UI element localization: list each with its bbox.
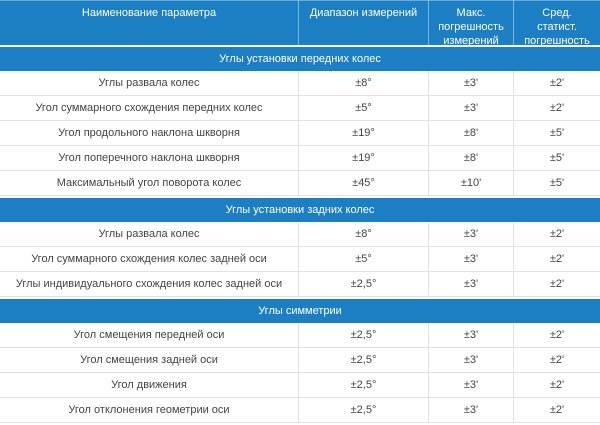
- cell-avg-error: ±2': [513, 272, 600, 296]
- cell-avg-error: ±2': [513, 373, 600, 397]
- cell-range: ±2,5°: [298, 373, 428, 397]
- cell-range: ±2,5°: [298, 348, 428, 372]
- cell-parameter: Углы индивидуального схождения колес зад…: [15, 278, 283, 290]
- cell-avg-error: ±2': [513, 96, 600, 120]
- cell-parameter: Углы развала колес: [98, 228, 200, 240]
- cell-parameter: Угол смещения передней оси: [73, 329, 225, 341]
- cell-max-error: ±8': [428, 121, 513, 145]
- cell-max-error: ±3': [428, 323, 513, 347]
- cell-parameter: Угол смещения задней оси: [80, 354, 218, 366]
- section-header: Углы установки задних колес: [0, 198, 600, 222]
- cell-parameter: Угол движения: [111, 379, 187, 391]
- table-row: Угол смещения задней оси ±2,5° ±3' ±2': [0, 348, 600, 373]
- table-row: Углы развала колес ±8° ±3' ±2': [0, 71, 600, 96]
- column-header-parameter: Наименование параметра: [81, 7, 217, 19]
- cell-parameter: Угол продольного наклона шкворня: [58, 127, 240, 139]
- table-row: Угол продольного наклона шкворня ±19° ±8' ±…: [0, 121, 600, 146]
- cell-avg-error: ±5': [513, 146, 600, 170]
- cell-max-error: ±8': [428, 146, 513, 170]
- cell-max-error: ±10': [428, 171, 513, 195]
- table-row: Угол движения ±2,5° ±3' ±2': [0, 373, 600, 398]
- cell-max-error: ±3': [428, 348, 513, 372]
- cell-range: ±45°: [298, 171, 428, 195]
- cell-range: ±8°: [298, 71, 428, 95]
- table-row: Максимальный угол поворота колес ±45° ±10'…: [0, 171, 600, 196]
- table-row: Углы развала колес ±8° ±3' ±2': [0, 222, 600, 247]
- table-row: Угол суммарного схождения колес задней о…: [0, 247, 600, 272]
- cell-avg-error: ±2': [513, 323, 600, 347]
- cell-range: ±8°: [298, 222, 428, 246]
- cell-range: ±2,5°: [298, 272, 428, 296]
- cell-parameter: Угол суммарного схождения колес задней о…: [31, 253, 267, 265]
- cell-avg-error: ±5': [513, 171, 600, 195]
- cell-avg-error: ±5': [513, 121, 600, 145]
- cell-max-error: ±3': [428, 222, 513, 246]
- cell-range: ±2,5°: [298, 398, 428, 422]
- cell-parameter: Углы развала колес: [98, 77, 200, 89]
- column-header-measurement-range: Диапазон измерений: [298, 0, 428, 45]
- cell-parameter: Максимальный угол поворота колес: [56, 177, 242, 189]
- table-row: Углы индивидуального схождения колес зад…: [0, 272, 600, 297]
- cell-avg-error: ±2': [513, 71, 600, 95]
- cell-max-error: ±3': [428, 272, 513, 296]
- table-row: Угол отклонения геометрии оси ±2,5° ±3' ±2': [0, 398, 600, 423]
- cell-parameter: Угол отклонения геометрии оси: [68, 404, 230, 416]
- cell-max-error: ±3': [428, 398, 513, 422]
- cell-avg-error: ±2': [513, 247, 600, 271]
- cell-range: ±5°: [298, 96, 428, 120]
- cell-range: ±19°: [298, 121, 428, 145]
- cell-range: ±5°: [298, 247, 428, 271]
- column-header-avg-statistical-error: Сред. статист. погрешность: [513, 0, 600, 47]
- table-row: Угол поперечного наклона шкворня ±19° ±8' ±…: [0, 146, 600, 171]
- table-row: Угол смещения передней оси ±2,5° ±3' ±2': [0, 323, 600, 348]
- table-body: Углы установки передних колес Углы развал…: [0, 47, 600, 423]
- cell-range: ±19°: [298, 146, 428, 170]
- section-header: Углы симметрии: [0, 299, 600, 323]
- cell-max-error: ±3': [428, 71, 513, 95]
- section-header: Углы установки передних колес: [0, 47, 600, 71]
- table-row: Угол суммарного схождения передних колес…: [0, 96, 600, 121]
- cell-avg-error: ±2': [513, 398, 600, 422]
- cell-parameter: Угол поперечного наклона шкворня: [58, 152, 240, 164]
- table-header-row: Наименование параметра Диапазон измерени…: [0, 0, 600, 47]
- cell-range: ±2,5°: [298, 323, 428, 347]
- cell-max-error: ±3': [428, 96, 513, 120]
- column-header-max-error: Макс. погрешность измерений: [428, 0, 513, 47]
- cell-max-error: ±3': [428, 373, 513, 397]
- cell-max-error: ±3': [428, 247, 513, 271]
- cell-avg-error: ±2': [513, 222, 600, 246]
- cell-parameter: Угол суммарного схождения передних колес: [35, 102, 263, 114]
- cell-avg-error: ±2': [513, 348, 600, 372]
